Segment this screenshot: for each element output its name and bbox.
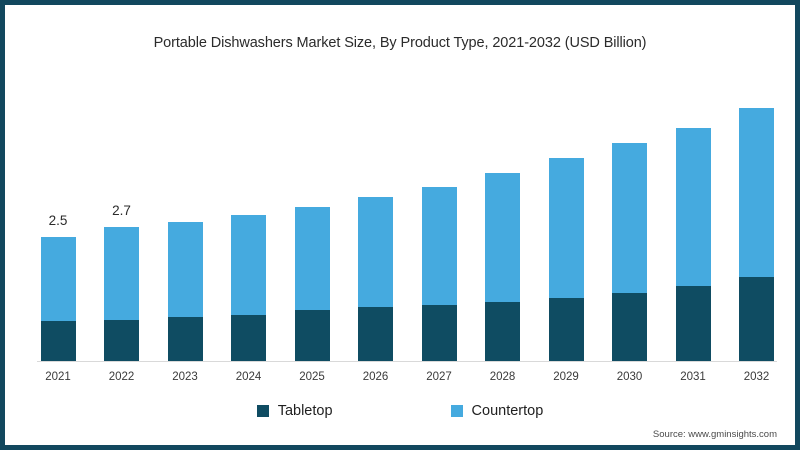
bar-group[interactable] xyxy=(612,143,647,361)
bar-segment-countertop[interactable] xyxy=(739,108,774,277)
bar-segment-tabletop[interactable] xyxy=(548,298,584,361)
bar-segment-countertop[interactable] xyxy=(548,158,584,298)
x-axis-tick-2022: 2022 xyxy=(108,371,135,383)
bar-segment-tabletop[interactable] xyxy=(675,286,711,361)
bar-group[interactable] xyxy=(40,237,76,361)
bar-segment-countertop[interactable] xyxy=(40,237,76,321)
bar-segment-tabletop[interactable] xyxy=(485,302,520,361)
bar-group[interactable] xyxy=(421,187,457,361)
bar-value-label: 2.7 xyxy=(112,203,131,218)
legend-swatch-icon xyxy=(450,405,463,417)
plot-area: 2.5 2.7 2021 2022 2023 2024 2025 2026 2027 2028 2… xyxy=(5,5,795,445)
x-axis-tick-2029: 2029 xyxy=(553,371,579,383)
bar-group[interactable] xyxy=(231,215,266,361)
x-axis-tick-2024: 2024 xyxy=(235,371,262,383)
bar-segment-tabletop[interactable] xyxy=(104,320,139,361)
bar-segment-countertop[interactable] xyxy=(358,197,393,307)
bar-segment-tabletop[interactable] xyxy=(358,307,393,361)
bar-group[interactable] xyxy=(485,173,520,361)
legend-swatch-icon xyxy=(256,405,269,417)
source-attribution: Source: www.gminsights.com xyxy=(652,429,777,440)
x-axis-tick-2025: 2025 xyxy=(299,371,325,383)
legend-label: Countertop xyxy=(471,403,544,419)
bar-segment-countertop[interactable] xyxy=(485,173,520,302)
bar-group[interactable] xyxy=(294,207,330,361)
bar-segment-countertop[interactable] xyxy=(294,207,330,310)
bar-segment-tabletop[interactable] xyxy=(739,277,774,361)
bar-group[interactable] xyxy=(358,197,393,361)
bar-segment-tabletop[interactable] xyxy=(294,310,330,361)
x-axis-tick-2027: 2027 xyxy=(426,371,452,383)
bar-group[interactable] xyxy=(167,222,203,361)
chart-legend: Tabletop Countertop xyxy=(5,403,795,419)
bar-group[interactable] xyxy=(104,227,139,361)
bar-segment-tabletop[interactable] xyxy=(167,317,203,361)
bar-segment-tabletop[interactable] xyxy=(421,305,457,361)
bar-group[interactable] xyxy=(739,108,774,361)
bar-group[interactable] xyxy=(675,128,711,361)
legend-item-countertop[interactable]: Countertop xyxy=(450,403,544,419)
bar-segment-countertop[interactable] xyxy=(612,143,647,293)
x-axis-tick-2031: 2031 xyxy=(680,371,706,383)
chart-title: Portable Dishwashers Market Size, By Pro… xyxy=(153,35,647,51)
legend-item-tabletop[interactable]: Tabletop xyxy=(256,403,333,419)
x-axis-tick-2032: 2032 xyxy=(743,371,770,383)
x-axis-tick-2026: 2026 xyxy=(362,371,389,383)
x-axis-tick-2028: 2028 xyxy=(489,371,516,383)
bar-value-label: 2.5 xyxy=(48,213,68,228)
bar-segment-countertop[interactable] xyxy=(104,227,139,320)
x-axis-line xyxy=(37,361,777,362)
x-axis-tick-2023: 2023 xyxy=(172,371,198,383)
bar-segment-countertop[interactable] xyxy=(167,222,203,317)
legend-label: Tabletop xyxy=(277,403,333,419)
bar-group[interactable] xyxy=(548,158,584,361)
bar-segment-tabletop[interactable] xyxy=(612,293,647,361)
bar-segment-countertop[interactable] xyxy=(421,187,457,305)
bar-segment-countertop[interactable] xyxy=(675,128,711,286)
bar-segment-countertop[interactable] xyxy=(231,215,266,315)
bar-segment-tabletop[interactable] xyxy=(40,321,76,361)
bar-segment-tabletop[interactable] xyxy=(231,315,266,361)
x-axis-tick-2030: 2030 xyxy=(616,371,643,383)
x-axis-tick-2021: 2021 xyxy=(45,371,71,383)
